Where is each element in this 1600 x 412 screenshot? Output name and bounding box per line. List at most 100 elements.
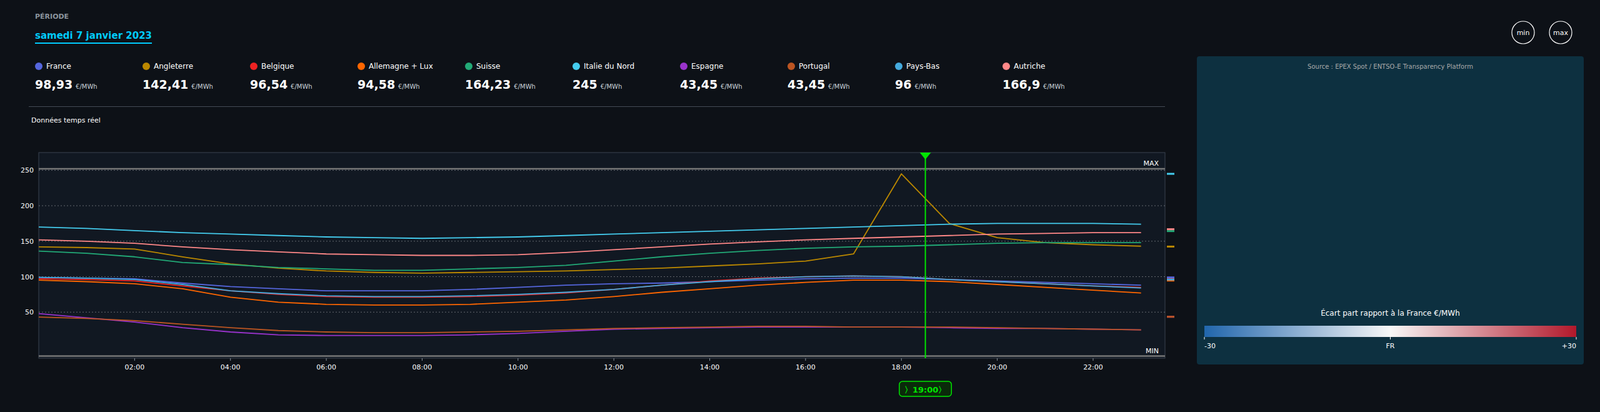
legend-unit: €/MWh xyxy=(513,83,536,90)
legend-label: Suisse xyxy=(476,61,500,71)
reference-label: MAX xyxy=(1143,159,1159,168)
x-tick-label: 14:00 xyxy=(700,363,720,372)
price-marker xyxy=(1166,278,1175,281)
legend-label: Autriche xyxy=(1013,61,1045,71)
legend-label: Pays-Bas xyxy=(906,61,940,71)
annotation: Données temps réel xyxy=(31,116,101,125)
colorbar-tick-label: FR xyxy=(1386,341,1395,350)
reference-lines xyxy=(38,168,1165,357)
price-marker xyxy=(1166,279,1175,282)
legend-label: Belgique xyxy=(261,61,295,71)
legend-price: 164,23 xyxy=(465,77,511,92)
x-tick xyxy=(709,358,710,361)
legend-swatch xyxy=(465,62,473,70)
x-tick-label: 12:00 xyxy=(603,363,624,372)
y-tick-label: 250 xyxy=(20,166,34,175)
legend-label: Portugal xyxy=(798,61,830,71)
legend-label: Angleterre xyxy=(153,61,194,71)
series-line xyxy=(38,275,1142,297)
legend-label: Allemagne + Lux xyxy=(368,61,434,71)
title: samedi 7 janvier 2023 xyxy=(35,30,152,42)
reference-line xyxy=(38,168,1165,170)
series-lines xyxy=(38,173,1142,336)
x-tick xyxy=(326,358,327,361)
colorbar-tick xyxy=(1390,336,1391,340)
x-tick xyxy=(1092,358,1094,361)
legend-swatch xyxy=(895,62,903,70)
x-tick-label: 10:00 xyxy=(508,363,529,372)
legend-unit: €/MWh xyxy=(290,83,313,90)
legend-unit: €/MWh xyxy=(914,83,937,90)
button-label: min xyxy=(1516,28,1530,37)
legend-swatch xyxy=(142,62,150,70)
legend-swatch xyxy=(357,62,365,70)
legend-unit: €/MWh xyxy=(191,83,214,90)
y-tick-label: 150 xyxy=(20,237,34,246)
x-tick xyxy=(421,358,423,361)
button-label: max xyxy=(1553,28,1569,37)
x-tick-label: 02:00 xyxy=(125,363,145,372)
price-marker xyxy=(1166,245,1175,248)
legend-price: 43,45 xyxy=(787,77,825,92)
series-line xyxy=(38,280,1142,305)
x-tick-label: 18:00 xyxy=(891,363,912,372)
price-marker xyxy=(1166,173,1175,175)
x-tick-label: 16:00 xyxy=(795,363,816,372)
price-marker xyxy=(1166,276,1175,279)
y-tick-label: 50 xyxy=(25,308,34,317)
price-marker xyxy=(1166,315,1175,318)
legend-label: France xyxy=(46,61,72,71)
x-tick-label: 06:00 xyxy=(316,363,337,372)
colorbar-tick-label: +30 xyxy=(1561,341,1577,350)
cursor xyxy=(920,152,932,359)
legend-price: 98,93 xyxy=(35,77,73,92)
x-tick-label: 22:00 xyxy=(1083,363,1104,372)
legend-unit: €/MWh xyxy=(75,83,98,90)
separator xyxy=(28,106,1165,107)
legend-swatch xyxy=(35,62,43,70)
series-line xyxy=(38,316,1142,333)
series-line xyxy=(38,275,1142,297)
x-tick xyxy=(230,358,231,361)
colorbar xyxy=(1204,325,1577,337)
legend-swatch xyxy=(1002,62,1010,70)
source-note: Source : EPEX Spot / ENTSO-E Transparenc… xyxy=(1307,63,1474,70)
price-marker xyxy=(1166,230,1175,232)
x-tick-label: 20:00 xyxy=(987,363,1008,372)
x-tick xyxy=(901,358,902,361)
grid-line xyxy=(38,205,1165,207)
legend-price: 245 xyxy=(572,77,598,92)
legend-swatch xyxy=(572,62,580,70)
price-marker xyxy=(1166,278,1175,280)
cursor-label: 〉19:00〉 xyxy=(904,385,947,395)
cursor-badge: 〉19:00〉 xyxy=(899,381,952,397)
x-tick xyxy=(134,358,135,361)
legend-label: Italie du Nord xyxy=(583,61,635,71)
x-tick xyxy=(996,358,998,361)
button-ring xyxy=(1549,21,1572,44)
grid-line xyxy=(38,170,1165,171)
button-ring xyxy=(1511,21,1535,44)
legend-unit: €/MWh xyxy=(828,83,850,90)
x-tick xyxy=(805,358,806,361)
series-line xyxy=(38,242,1142,270)
y-tick-label: 100 xyxy=(20,273,34,282)
price-marker xyxy=(1166,228,1175,230)
colorbar-tick xyxy=(1204,336,1205,340)
grid-line xyxy=(38,276,1165,277)
x-tick xyxy=(517,358,519,361)
legend-unit: €/MWh xyxy=(1043,83,1065,90)
legend-price: 142,41 xyxy=(142,77,189,92)
grid-line xyxy=(38,240,1165,242)
series-line xyxy=(38,277,1142,292)
series-line xyxy=(38,173,1142,274)
cursor-line xyxy=(925,152,927,359)
legend-price: 43,45 xyxy=(680,77,718,92)
reference-line xyxy=(38,355,1165,357)
series-line xyxy=(38,232,1142,255)
legend-unit: €/MWh xyxy=(720,83,743,90)
background xyxy=(0,0,1600,412)
x-tick-label: 04:00 xyxy=(220,363,241,372)
price-marker xyxy=(1166,315,1175,318)
x-tick xyxy=(613,358,615,361)
